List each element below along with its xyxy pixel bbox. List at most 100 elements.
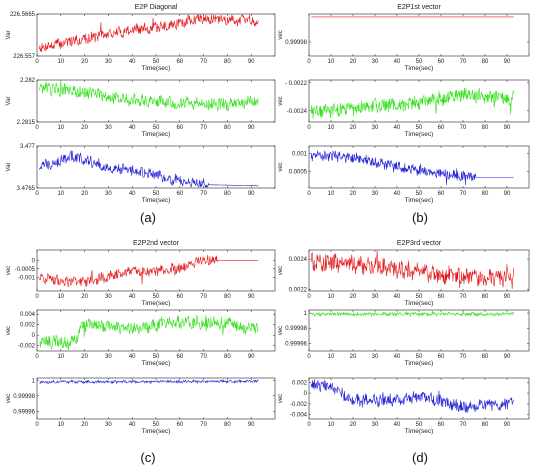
series-line: [39, 314, 259, 350]
x-tick-label: 0: [35, 294, 39, 300]
y-axis-label: Var: [6, 97, 12, 106]
x-tick-label: 70: [460, 354, 467, 360]
y-tick-label: -0.001: [18, 275, 36, 281]
x-tick-label: 30: [372, 294, 379, 300]
y-axis-label: vec: [278, 30, 284, 39]
panel-red: 0 10 20 30 40 50 60 70 80 90 Time(sec) 0 -0.0005 -0.0…: [6, 249, 276, 307]
y-tick-label: -0.002: [18, 344, 36, 350]
series-line: [310, 310, 514, 318]
panel-blue: 0 10 20 30 40 50 60 70 80 90 Time(sec) 3.477 3.4765 V…: [6, 144, 276, 204]
series-line: [39, 150, 259, 188]
x-tick-label: 70: [460, 59, 467, 65]
x-tick-label: 90: [248, 422, 255, 428]
x-tick-label: 50: [153, 354, 160, 360]
x-axis-label: Time(sec): [405, 428, 434, 435]
figure-caption: (c): [140, 450, 155, 465]
x-tick-label: 20: [81, 422, 88, 428]
x-tick-label: 30: [105, 294, 112, 300]
x-axis-label: Time(sec): [405, 300, 434, 307]
x-tick-label: 90: [248, 354, 255, 360]
x-tick-label: 10: [57, 59, 64, 65]
x-tick-label: 40: [394, 191, 401, 197]
x-tick-label: 80: [224, 354, 231, 360]
x-tick-label: 70: [200, 422, 207, 428]
x-tick-label: 90: [248, 125, 255, 131]
series-line: [310, 87, 514, 120]
axes-frame: [308, 13, 530, 57]
x-axis-label: Time(sec): [405, 65, 434, 72]
x-tick-label: 30: [105, 354, 112, 360]
series-line: [39, 379, 259, 385]
panel-green: 0 10 20 30 40 50 60 70 80 90 Time(sec) 2.282 2.2815 V…: [6, 78, 276, 138]
x-tick-label: 10: [328, 59, 335, 65]
x-tick-label: 10: [57, 125, 64, 131]
x-tick-label: 30: [105, 422, 112, 428]
y-axis-label: vec: [6, 266, 12, 275]
y-tick-label: 0.001: [292, 151, 308, 157]
y-tick-label: 226.5665: [10, 12, 36, 18]
y-tick-label: 0.002: [20, 323, 36, 329]
x-tick-label: 50: [416, 59, 423, 65]
y-tick-label: 0: [32, 333, 36, 339]
x-tick-label: 70: [200, 354, 207, 360]
x-tick-label: 80: [482, 354, 489, 360]
series-line: [310, 250, 514, 289]
x-axis-label: Time(sec): [142, 131, 171, 138]
y-tick-label: 0: [32, 258, 36, 264]
x-tick-label: 60: [438, 125, 445, 131]
x-tick-label: 70: [200, 125, 207, 131]
x-tick-label: 30: [372, 125, 379, 131]
x-tick-label: 50: [416, 125, 423, 131]
x-tick-label: 30: [105, 125, 112, 131]
x-tick-label: 90: [504, 422, 511, 428]
x-tick-label: 60: [438, 354, 445, 360]
x-tick-label: 0: [307, 125, 311, 131]
x-tick-label: 10: [57, 354, 64, 360]
x-tick-label: 20: [350, 354, 357, 360]
y-axis-label: vec: [6, 326, 12, 335]
x-tick-label: 50: [416, 354, 423, 360]
x-tick-label: 70: [200, 294, 207, 300]
y-axis-label: Var: [6, 163, 12, 172]
x-tick-label: 0: [35, 354, 39, 360]
chart-title: E2P3rd vector: [397, 240, 442, 247]
chart-title: E2P1st vector: [397, 4, 441, 11]
y-tick-label: 2.282: [20, 78, 36, 84]
x-tick-label: 70: [460, 422, 467, 428]
x-tick-label: 10: [328, 354, 335, 360]
axes-frame: [308, 145, 530, 189]
series-line: [310, 379, 514, 413]
x-tick-label: 40: [394, 294, 401, 300]
figure-caption: (a): [140, 210, 156, 225]
x-tick-label: 50: [416, 422, 423, 428]
x-tick-label: 60: [176, 354, 183, 360]
x-tick-label: 50: [153, 191, 160, 197]
x-tick-label: 40: [394, 422, 401, 428]
x-tick-label: 30: [372, 354, 379, 360]
y-axis-label: vec: [278, 96, 284, 105]
y-tick-label: 0.004: [20, 312, 36, 318]
x-tick-label: 60: [176, 125, 183, 131]
x-tick-label: 30: [372, 422, 379, 428]
x-tick-label: 20: [81, 191, 88, 197]
x-tick-label: 60: [438, 294, 445, 300]
x-tick-label: 40: [129, 191, 136, 197]
x-tick-label: 60: [176, 294, 183, 300]
x-axis-label: Time(sec): [142, 65, 171, 72]
x-tick-label: 40: [394, 125, 401, 131]
x-tick-label: 90: [248, 59, 255, 65]
y-axis-label: vec: [278, 394, 284, 403]
x-tick-label: 0: [35, 191, 39, 197]
x-tick-label: 80: [224, 125, 231, 131]
y-tick-label: 0.0022: [289, 287, 308, 293]
panel-green: 0 10 20 30 40 50 60 70 80 90 Time(sec) 0.004 0.002 0 -…: [6, 309, 276, 367]
x-tick-label: 80: [482, 125, 489, 131]
y-tick-label: 2.2815: [17, 120, 36, 126]
x-tick-label: 40: [394, 59, 401, 65]
x-tick-label: 80: [482, 294, 489, 300]
x-tick-label: 20: [350, 59, 357, 65]
x-tick-label: 50: [153, 422, 160, 428]
x-tick-label: 30: [372, 191, 379, 197]
chart-group-a: E2P Diagonal (a) 0 10 20 30 40 50 60 70 80 90 Time(s…: [6, 4, 276, 225]
panel-red: 0 10 20 30 40 50 60 70 80 90 Time(sec) 226.557 226.5…: [6, 12, 276, 72]
